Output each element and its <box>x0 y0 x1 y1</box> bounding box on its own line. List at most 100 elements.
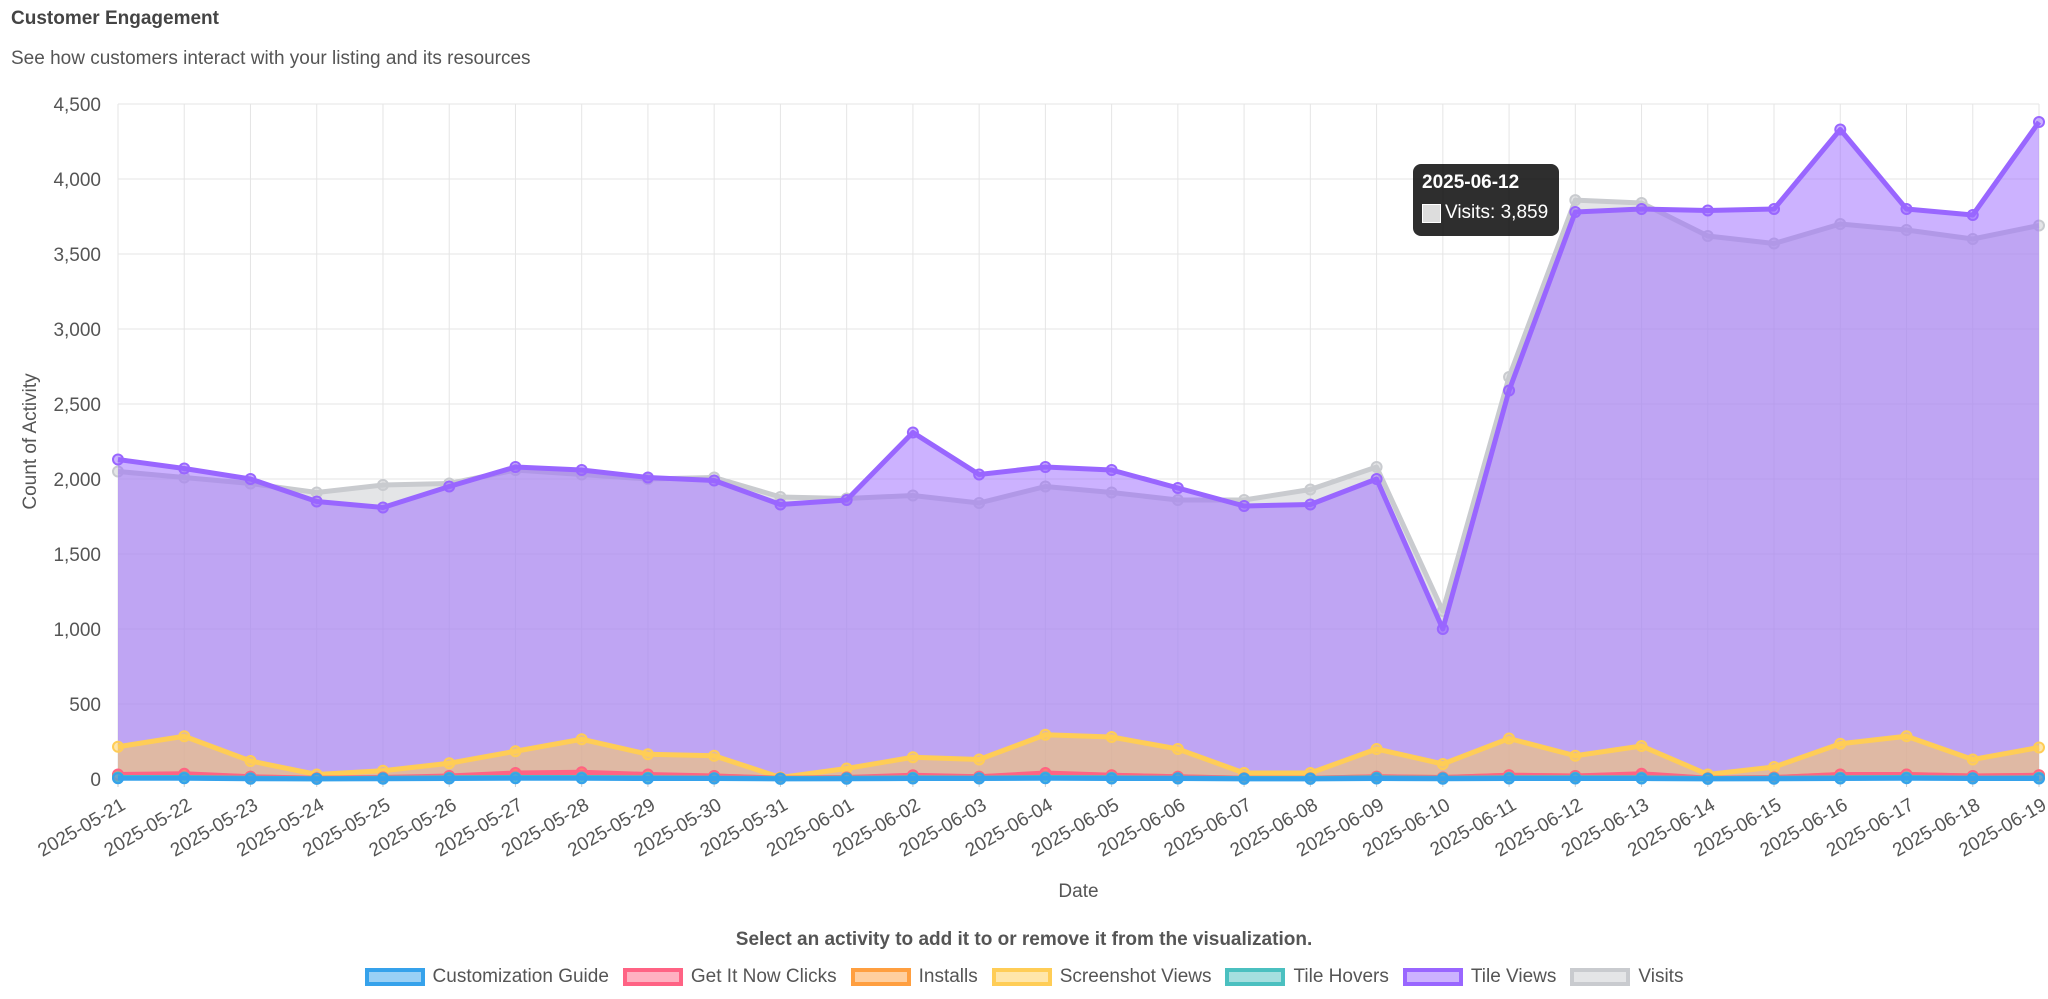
tooltip-swatch <box>1422 203 1441 223</box>
y-tick-label: 2,500 <box>53 395 101 416</box>
series-area-screenshot-views <box>118 734 2039 779</box>
legend-item-get-it-now-clicks[interactable]: Get It Now Clicks <box>622 966 837 988</box>
data-point-screenshot-views <box>1966 753 1979 766</box>
data-point-tile-views <box>1701 204 1714 217</box>
data-point-customization-guide <box>1635 772 1648 785</box>
legend-item-tile-hovers[interactable]: Tile Hovers <box>1225 966 1389 988</box>
legend-label: Visits <box>1638 966 1684 987</box>
data-point-customization-guide <box>641 772 654 785</box>
y-tick-label: 4,000 <box>53 170 101 191</box>
data-point-screenshot-views <box>1768 761 1781 773</box>
data-point-tile-views <box>1370 473 1383 485</box>
chart-legend: Customization Guide Get It Now Clicks Inst… <box>0 966 2048 988</box>
legend-swatch <box>1402 968 1463 986</box>
data-point-screenshot-views <box>906 751 919 764</box>
data-point-screenshot-views <box>178 730 191 743</box>
tooltip-value: Visits: 3,859 <box>1445 202 1549 223</box>
data-point-tile-views <box>178 462 191 475</box>
data-point-tile-views <box>1569 206 1582 218</box>
legend-swatch <box>622 968 683 986</box>
data-point-tile-views <box>112 453 124 466</box>
y-tick-label: 3,000 <box>53 320 101 341</box>
data-point-customization-guide <box>1370 772 1383 785</box>
data-point-screenshot-views <box>1834 737 1847 750</box>
legend-swatch <box>1570 968 1631 986</box>
data-point-tile-views <box>1171 482 1184 494</box>
data-point-screenshot-views <box>1436 758 1449 770</box>
engagement-chart: 0 500 1,000 1,500 2,000 2,500 3,000 3,500 4,000 4… <box>20 95 2048 902</box>
legend-swatch <box>850 968 911 986</box>
data-point-customization-guide <box>1900 772 1913 785</box>
data-point-customization-guide <box>906 772 919 785</box>
data-point-tile-views <box>1834 123 1847 136</box>
data-point-customization-guide <box>1768 772 1781 785</box>
data-point-tile-views <box>1304 498 1317 511</box>
data-point-screenshot-views <box>641 748 654 761</box>
y-axis-title: Count of Activity <box>20 373 41 510</box>
data-point-screenshot-views <box>1503 732 1516 745</box>
chart-subtitle: See how customers interact with your lis… <box>11 48 531 69</box>
chart-tooltip: 2025-06-12 Visits: 3,859 <box>1413 164 1559 236</box>
legend-item-installs[interactable]: Installs <box>850 966 978 988</box>
data-point-customization-guide <box>1171 772 1184 785</box>
legend-label: Tile Views <box>1470 966 1557 987</box>
y-tick-label: 4,500 <box>53 95 101 116</box>
data-point-screenshot-views <box>1635 740 1648 752</box>
data-point-screenshot-views <box>973 753 986 766</box>
data-point-tile-views <box>1768 203 1781 215</box>
data-point-screenshot-views <box>443 757 456 770</box>
data-point-customization-guide <box>1238 772 1251 785</box>
data-point-screenshot-views <box>1900 730 1913 743</box>
legend-swatch <box>1225 968 1286 986</box>
data-point-tile-views <box>1900 203 1913 215</box>
data-point-tile-views <box>1105 464 1118 476</box>
data-point-customization-guide <box>575 772 588 785</box>
series-line-screenshot-views <box>117 732 2040 780</box>
data-point-customization-guide <box>1039 772 1052 785</box>
data-point-screenshot-views <box>1105 731 1118 743</box>
legend-item-customization-guide[interactable]: Customization Guide <box>364 966 609 988</box>
data-point-tile-views <box>1238 500 1251 512</box>
legend-label: Screenshot Views <box>1059 966 1212 987</box>
y-tick-label: 500 <box>69 695 101 716</box>
data-point-screenshot-views <box>708 749 721 762</box>
series-area-tile-views <box>118 122 2039 779</box>
legend-item-tile-views[interactable]: Tile Views <box>1402 966 1557 988</box>
legend-label: Customization Guide <box>432 966 609 987</box>
data-point-tile-views <box>244 473 257 485</box>
data-point-tile-views <box>509 461 522 473</box>
y-tick-label: 1,500 <box>53 545 101 566</box>
y-tick-label: 1,000 <box>53 620 101 641</box>
data-point-tile-views <box>1503 384 1516 397</box>
x-axis-title: Date <box>1058 881 1098 902</box>
legend-item-screenshot-views[interactable]: Screenshot Views <box>991 966 1212 988</box>
data-point-screenshot-views <box>509 745 522 758</box>
data-point-screenshot-views <box>1171 743 1184 755</box>
data-point-tile-views <box>310 495 323 508</box>
data-point-screenshot-views <box>1039 728 1052 741</box>
y-tick-label: 0 <box>90 770 101 791</box>
data-point-customization-guide <box>1701 772 1714 785</box>
data-point-screenshot-views <box>1370 743 1383 755</box>
data-point-customization-guide <box>1436 772 1449 785</box>
tooltip-date: 2025-06-12 <box>1422 172 1520 193</box>
data-point-tile-views <box>641 471 654 484</box>
data-point-customization-guide <box>509 772 522 785</box>
data-point-tile-views <box>906 426 919 439</box>
data-point-visits <box>1569 194 1582 207</box>
data-point-customization-guide <box>1105 772 1118 785</box>
data-point-customization-guide <box>310 772 323 785</box>
legend-label: Get It Now Clicks <box>690 966 837 987</box>
data-point-customization-guide <box>1834 772 1847 785</box>
data-point-customization-guide <box>1966 772 1979 785</box>
data-point-visits <box>1304 483 1317 496</box>
legend-item-visits[interactable]: Visits <box>1570 966 1683 988</box>
data-point-screenshot-views <box>244 755 257 767</box>
data-point-customization-guide <box>1503 772 1516 785</box>
data-point-customization-guide <box>376 772 389 785</box>
data-point-tile-views <box>376 501 389 514</box>
legend-caption: Select an activity to add it to or remov… <box>735 929 1313 950</box>
data-point-tile-views <box>708 474 721 487</box>
legend-label: Installs <box>918 966 978 987</box>
data-point-screenshot-views <box>575 733 588 746</box>
